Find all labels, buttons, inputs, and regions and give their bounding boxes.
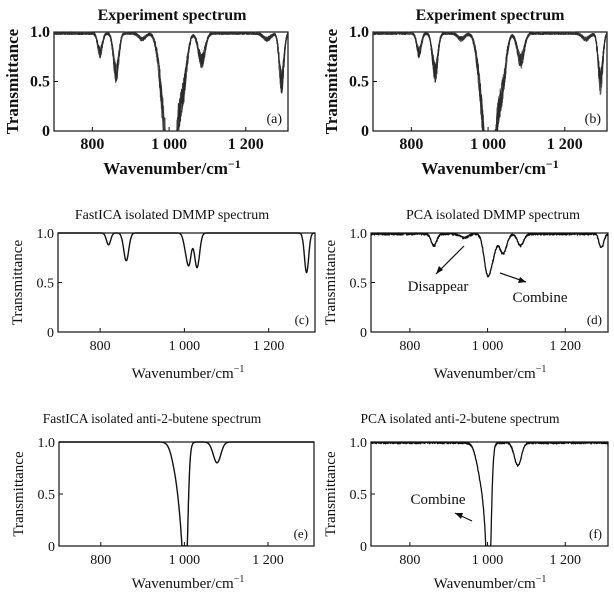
y-tick-label: 0.5 — [350, 277, 368, 292]
panel-label: (b) — [585, 112, 602, 127]
chart-panel-a: Experiment spectrum 0 0.5 1.0 800 1 000 1 200 T… — [3, 7, 289, 178]
series-line — [373, 31, 607, 131]
series-line — [373, 31, 607, 131]
series-line — [58, 232, 315, 274]
panel-label: (c) — [295, 312, 309, 327]
y-tick-label: 0 — [360, 326, 367, 341]
series-line — [373, 31, 607, 131]
x-axis-label: Wavenumber/cm−1 — [103, 157, 241, 178]
x-tick-label: 800 — [399, 136, 423, 153]
panel-label: (e) — [294, 526, 308, 541]
y-tick-label: 0 — [48, 540, 55, 555]
x-tick-label: 1 000 — [169, 553, 201, 568]
series-line — [373, 31, 607, 131]
annotation-combine: Combine — [411, 492, 466, 508]
chart-panel-f: PCA isolated anti-2-butene spectrum 0 0.5 1… — [323, 411, 609, 592]
y-tick-label: 1.0 — [349, 24, 369, 41]
chart-title: Experiment spectrum — [416, 7, 566, 24]
x-tick-label: 1 000 — [472, 339, 504, 354]
chart-title: PCA isolated anti-2-butene spectrum — [360, 411, 560, 426]
x-tick-label: 800 — [80, 136, 104, 153]
series-line — [373, 31, 607, 131]
annotation-arrowhead — [455, 513, 463, 519]
y-axis-label: Transmittance — [323, 240, 339, 326]
x-tick-label: 800 — [90, 553, 111, 568]
x-tick-label: 1 200 — [253, 339, 285, 354]
x-tick-label: 800 — [90, 339, 111, 354]
annotation-arrowhead — [436, 266, 443, 274]
x-axis-label: Wavenumber/cm−1 — [434, 364, 547, 382]
y-tick-label: 1.0 — [38, 436, 56, 451]
annotation-disappear: Disappear — [408, 279, 469, 295]
series-line — [54, 31, 288, 131]
x-tick-label: 1 200 — [547, 136, 583, 153]
y-tick-label: 0 — [47, 326, 54, 341]
y-tick-label: 0 — [42, 123, 50, 140]
series-line — [373, 31, 607, 131]
chart-title: FastICA isolated anti-2-butene spectrum — [43, 411, 262, 426]
x-tick-label: 1 200 — [228, 136, 264, 153]
panel-label: (d) — [587, 312, 602, 327]
y-tick-label: 0.5 — [37, 277, 55, 292]
y-tick-label: 1.0 — [350, 227, 368, 242]
y-tick-label: 1.0 — [350, 436, 368, 451]
chart-title: FastICA isolated DMMP spectrum — [75, 208, 269, 223]
series-line — [54, 31, 288, 131]
series-line — [54, 31, 288, 131]
x-tick-label: 1 200 — [550, 339, 582, 354]
annotation-arrowhead — [518, 277, 526, 283]
chart-panel-e: FastICA isolated anti-2-butene spectrum 0… — [11, 411, 315, 592]
series-line — [54, 31, 288, 131]
y-tick-label: 0.5 — [30, 74, 50, 91]
y-axis-label: Transmittance — [3, 28, 22, 134]
y-tick-label: 0.5 — [38, 488, 56, 503]
chart-panel-b: Experiment spectrum 0 0.5 1.0 800 1 000 1 200 T… — [322, 7, 608, 178]
x-axis-label: Wavenumber/cm−1 — [421, 157, 559, 178]
series-line — [54, 31, 288, 131]
y-tick-label: 0.5 — [350, 488, 368, 503]
x-tick-label: 1 000 — [169, 339, 201, 354]
x-axis-label: Wavenumber/cm−1 — [132, 574, 245, 592]
x-tick-label: 1 200 — [550, 553, 582, 568]
y-axis-label: Transmittance — [11, 451, 27, 537]
series-line — [371, 441, 608, 546]
plot-frame — [372, 31, 608, 132]
panel-label: (f) — [589, 526, 602, 541]
x-tick-label: 800 — [399, 553, 420, 568]
y-axis-label: Transmittance — [10, 240, 26, 326]
x-tick-label: 1 000 — [470, 136, 506, 153]
plot-frame — [370, 232, 609, 333]
plot-frame — [53, 31, 289, 132]
x-tick-label: 1 000 — [472, 553, 504, 568]
y-tick-label: 1.0 — [30, 24, 50, 41]
x-tick-label: 1 000 — [151, 136, 187, 153]
x-axis-label: Wavenumber/cm−1 — [132, 364, 245, 382]
x-tick-label: 1 200 — [252, 553, 284, 568]
series-line — [373, 31, 607, 131]
plot-frame — [58, 441, 315, 547]
plot-frame — [57, 232, 316, 333]
y-axis-label: Transmittance — [323, 451, 339, 537]
x-tick-label: 800 — [399, 339, 420, 354]
chart-title: Experiment spectrum — [98, 7, 248, 24]
annotation-combine: Combine — [513, 290, 568, 306]
chart-title: PCA isolated DMMP spectrum — [406, 208, 580, 223]
series-line — [59, 441, 314, 546]
y-axis-label: Transmittance — [322, 28, 341, 134]
y-tick-label: 0 — [360, 540, 367, 555]
series-line — [371, 232, 608, 278]
series-line — [54, 31, 288, 131]
y-tick-label: 0 — [361, 123, 369, 140]
series-line — [373, 31, 607, 131]
x-axis-label: Wavenumber/cm−1 — [434, 574, 547, 592]
y-tick-label: 0.5 — [349, 74, 369, 91]
series-line — [54, 31, 288, 131]
panel-label: (a) — [266, 112, 282, 127]
chart-panel-d: PCA isolated DMMP spectrum 0 0.5 1.0 800 1 00… — [323, 208, 609, 382]
y-tick-label: 1.0 — [37, 227, 55, 242]
chart-panel-c: FastICA isolated DMMP spectrum 0 0.5 1.0 800… — [10, 208, 316, 382]
plot-frame — [370, 441, 609, 547]
series-line — [54, 31, 288, 131]
